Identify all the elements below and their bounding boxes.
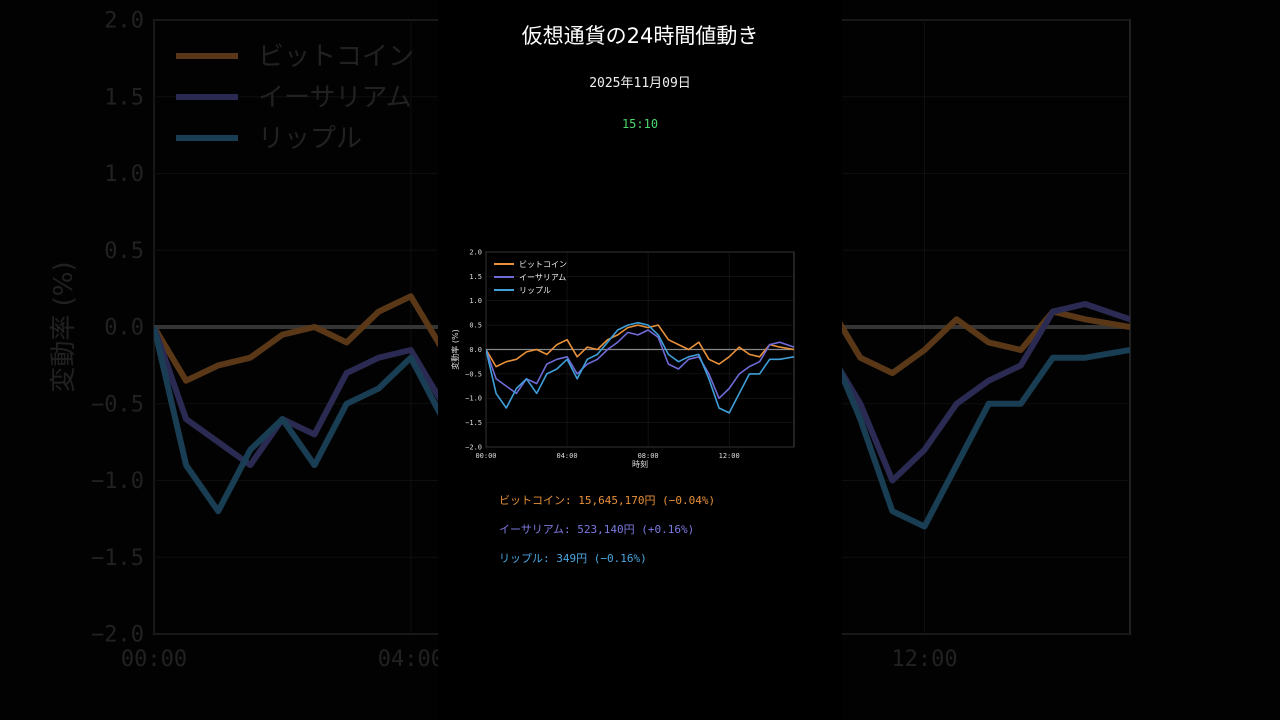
main-ytick-label-3: −0.5 [465,370,482,378]
bg-legend-label-2: リップル [258,124,362,154]
main-ytick-label-4: 0.0 [469,346,482,354]
bg-y-axis-label: 変動率 (%) [49,261,79,392]
bg-legend-label-0: ビットコイン [258,42,414,72]
page-title: 仮想通貨の24時間値動き [521,24,759,48]
bg-ytick-label-3: −0.5 [91,392,144,417]
main-ytick-label-5: 0.5 [469,322,482,330]
main-xtick-label-3: 12:00 [719,452,740,460]
main-xtick-label-2: 08:00 [638,452,659,460]
price-list: ビットコイン: 15,645,170円 (−0.04%) イーサリアム: 523… [499,492,715,579]
main-ytick-label-2: −1.0 [465,395,482,403]
bg-ytick-label-0: −2.0 [91,623,144,648]
main-legend-label-1: イーサリアム [519,273,566,282]
bg-ytick-label-7: 1.5 [104,85,144,110]
bg-xtick-label-3: 12:00 [891,647,957,672]
main-y-axis-label: 変動率 (%) [450,329,460,369]
price-row-bitcoin: ビットコイン: 15,645,170円 (−0.04%) [499,494,716,507]
main-ytick-label-7: 1.5 [469,273,482,281]
main-plot-group: −2.0 −1.5 −1.0 −0.5 0.0 0.5 1.0 1.5 2.0 00:00 04:0… [450,248,795,469]
bg-ytick-label-2: −1.0 [91,469,144,494]
bg-legend-label-1: イーサリアム [258,83,412,113]
background-left-panel [0,0,438,720]
main-series-line-1 [486,329,794,400]
bg-xtick-label-1: 04:00 [378,647,444,672]
main-ytick-label-8: 2.0 [469,248,482,256]
main-xtick-label-1: 04:00 [557,452,578,460]
main-x-axis-label: 時刻 [632,459,648,469]
date-label: 2025年11月09日 [589,76,691,91]
price-row-ripple: リップル: 349円 (−0.16%) [499,552,647,565]
main-legend-label-2: リップル [519,286,551,295]
main-series-line-0 [486,324,794,368]
bg-xtick-label-0: 00:00 [121,647,187,672]
price-row-ethereum: イーサリアム: 523,140円 (+0.16%) [499,523,695,536]
background-right-panel [842,0,1280,720]
price-change-chart: −2.0 −1.5 −1.0 −0.5 0.0 0.5 1.0 1.5 2.0 00:00 04:0… [450,248,795,469]
main-ytick-label-6: 1.0 [469,297,482,305]
bg-ytick-label-4: 0.0 [104,316,144,341]
main-series-line-2 [486,321,794,414]
bg-ytick-label-1: −1.5 [91,546,144,571]
bg-ytick-label-5: 0.5 [104,239,144,264]
main-ytick-label-1: −1.5 [465,419,482,427]
main-legend-label-0: ビットコイン [519,260,567,269]
main-xtick-label-0: 00:00 [475,452,496,460]
bg-ytick-label-6: 1.0 [104,162,144,187]
time-label: 15:10 [621,117,659,131]
bg-ytick-label-8: 2.0 [104,9,144,34]
main-ytick-label-0: −2.0 [465,443,482,451]
